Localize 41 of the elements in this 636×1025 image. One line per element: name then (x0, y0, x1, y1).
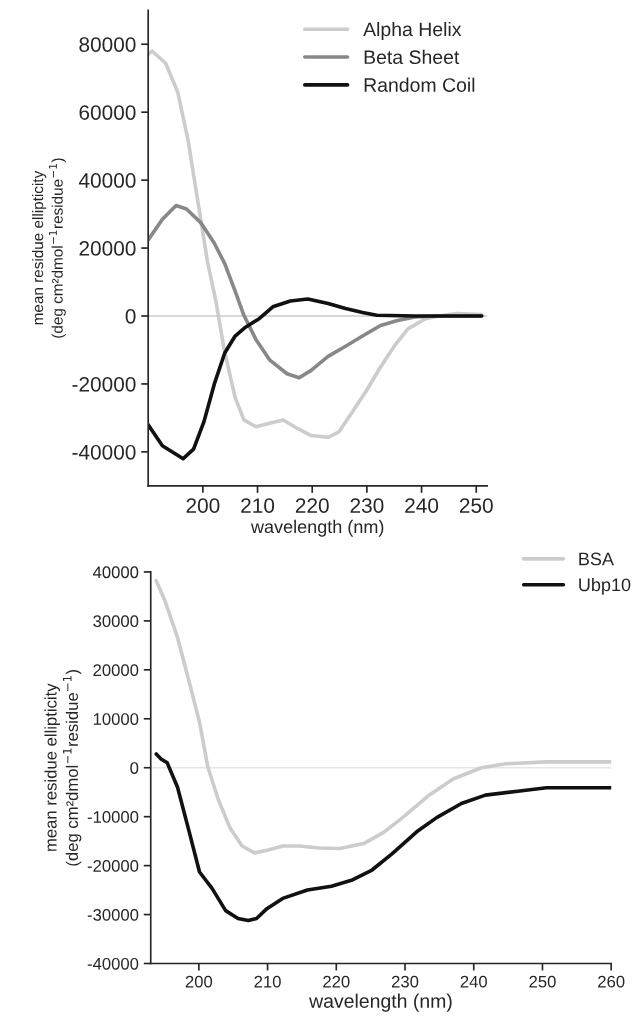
y-tick-label: 80000 (79, 37, 136, 52)
y-tick-label: 0 (130, 762, 139, 774)
x-tick-label: 220 (323, 975, 350, 988)
x-tick-label: 230 (350, 498, 384, 513)
y-axis-title: mean residue ellipticity (deg cm²dmol$^{−1}$residue$^{−1}$) (44, 669, 82, 866)
y-tick-label: -20000 (72, 376, 136, 392)
y-tick-label: -40000 (72, 444, 136, 460)
x-tick-label: 210 (254, 975, 281, 988)
y-tick-label: 30000 (93, 615, 139, 628)
y-tick-label: 40000 (78, 173, 136, 188)
x-tick-label: 250 (459, 498, 493, 513)
y-tick-label: 20000 (79, 241, 136, 256)
line-series (154, 752, 612, 923)
legend-label: Beta Sheet (364, 49, 460, 65)
y-axis-title: mean residue ellipticity (deg cm²dmol$^{−1}$residue$^{−1}$) (32, 158, 66, 338)
y-tick-label: -30000 (87, 908, 139, 921)
legend-label: Random Coil (364, 77, 475, 92)
x-axis-title: wavelength (nm) (250, 519, 384, 537)
y-tick-label: 0 (125, 308, 136, 324)
x-tick-label: 240 (460, 975, 487, 988)
y-tick-label: 20000 (93, 664, 139, 677)
x-tick-label: 200 (186, 498, 220, 513)
y-tick-label: 10000 (93, 713, 139, 725)
legend-label: Ubp10 (579, 577, 631, 595)
x-tick-label: 240 (405, 498, 439, 513)
x-tick-label: 230 (391, 975, 419, 988)
y-tick-label: -20000 (87, 860, 139, 872)
y-tick-label: -40000 (87, 957, 139, 970)
x-tick-label: 200 (185, 975, 213, 988)
x-tick-label: 250 (529, 975, 556, 988)
y-tick-label: 40000 (92, 566, 139, 579)
line-series (148, 49, 484, 440)
y-tick-label: -10000 (87, 811, 139, 823)
x-tick-label: 210 (241, 498, 275, 513)
legend-label: BSA (579, 552, 614, 566)
x-axis-title: wavelength (nm) (309, 993, 452, 1012)
x-tick-label: 260 (598, 975, 625, 988)
line-series (148, 297, 484, 461)
x-tick-label: 220 (295, 498, 329, 513)
y-tick-label: 60000 (79, 105, 136, 120)
legend-label: Alpha Helix (363, 21, 462, 41)
